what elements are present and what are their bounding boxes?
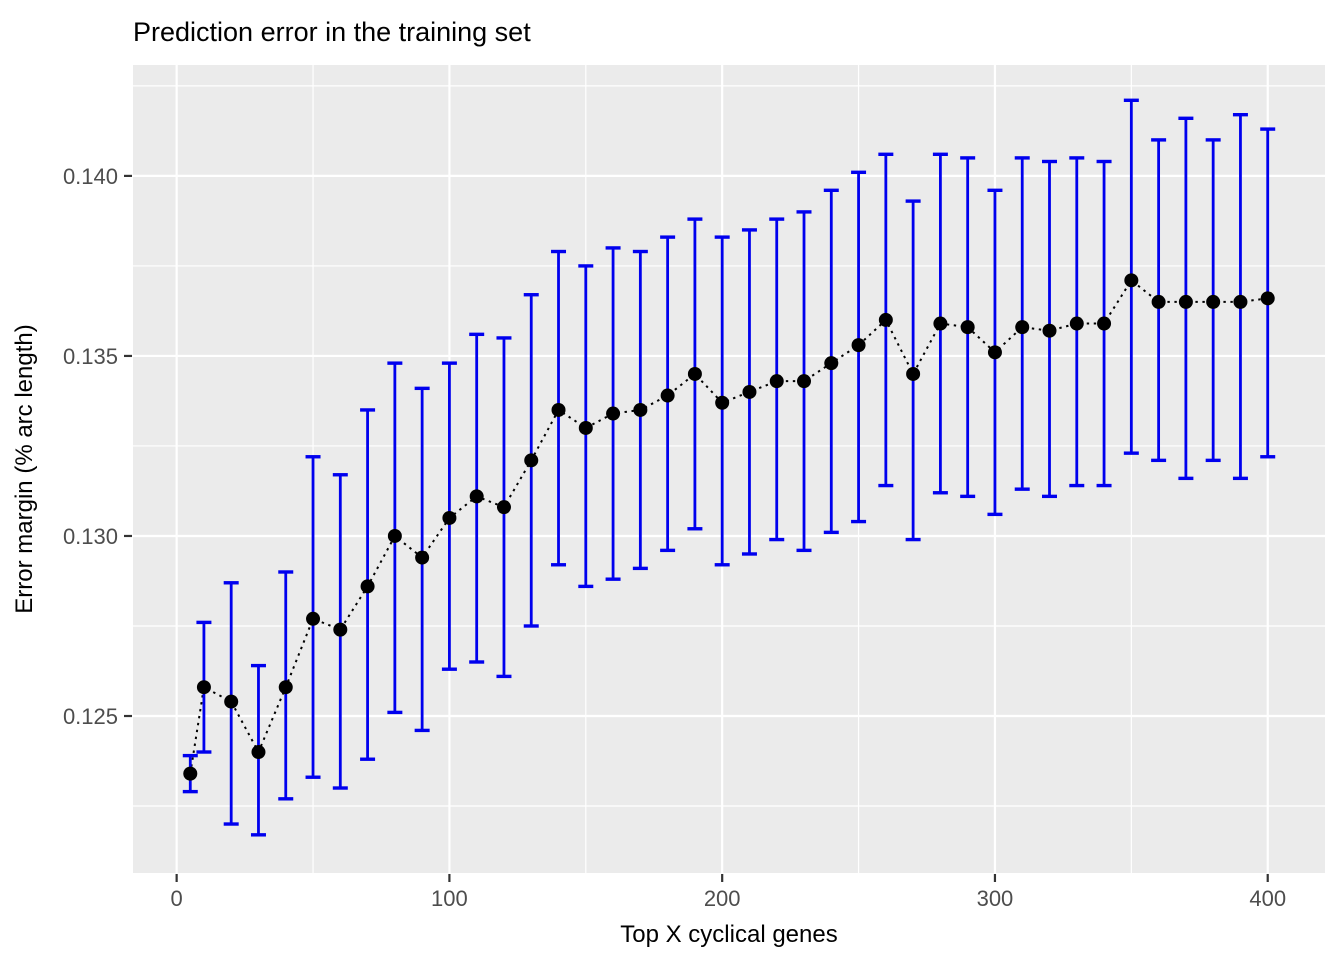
data-point <box>442 510 457 525</box>
y-tick-label: 0.130 <box>63 524 118 549</box>
data-point <box>824 356 839 371</box>
x-tick-label: 200 <box>704 886 741 911</box>
data-point <box>660 388 675 403</box>
x-tick-label: 100 <box>431 886 468 911</box>
data-point <box>1042 323 1057 338</box>
data-point <box>687 366 702 381</box>
data-point <box>415 550 430 565</box>
data-point <box>306 611 321 626</box>
data-point <box>524 453 539 468</box>
data-point <box>1069 316 1084 331</box>
data-point <box>606 406 621 421</box>
data-point <box>278 680 293 695</box>
data-point <box>633 402 648 417</box>
data-point <box>183 766 198 781</box>
data-point <box>742 384 757 399</box>
x-axis-title: Top X cyclical genes <box>620 921 837 948</box>
data-point <box>1233 294 1248 309</box>
data-point <box>360 579 375 594</box>
data-point <box>387 528 402 543</box>
data-point <box>1206 294 1221 309</box>
y-tick-label: 0.140 <box>63 164 118 189</box>
data-point <box>1260 291 1275 306</box>
data-point <box>1124 273 1139 288</box>
data-point <box>196 680 211 695</box>
y-tick-label: 0.125 <box>63 704 118 729</box>
data-point <box>797 374 812 389</box>
data-point <box>224 694 239 709</box>
data-point <box>715 395 730 410</box>
data-point <box>960 320 975 335</box>
x-tick-label: 0 <box>171 886 183 911</box>
data-point <box>551 402 566 417</box>
data-point <box>1015 320 1030 335</box>
data-point <box>769 374 784 389</box>
panel-background <box>133 65 1325 873</box>
y-axis-title: Error margin (% arc length) <box>11 324 38 613</box>
chart-title: Prediction error in the training set <box>133 17 531 47</box>
data-point <box>987 345 1002 360</box>
plot-panel: 0 100 200 300 400 0.125 0.130 0.135 0.140 <box>63 65 1325 911</box>
x-tick-label: 400 <box>1249 886 1286 911</box>
data-point <box>496 500 511 515</box>
data-point <box>933 316 948 331</box>
data-point <box>1097 316 1112 331</box>
data-point <box>1151 294 1166 309</box>
y-tick-label: 0.135 <box>63 344 118 369</box>
data-point <box>878 312 893 327</box>
data-point <box>469 489 484 504</box>
data-point <box>1178 294 1193 309</box>
x-tick-label: 300 <box>977 886 1014 911</box>
data-point <box>906 366 921 381</box>
data-point <box>333 622 348 637</box>
data-point <box>251 745 266 760</box>
data-point <box>578 420 593 435</box>
data-point <box>851 338 866 353</box>
